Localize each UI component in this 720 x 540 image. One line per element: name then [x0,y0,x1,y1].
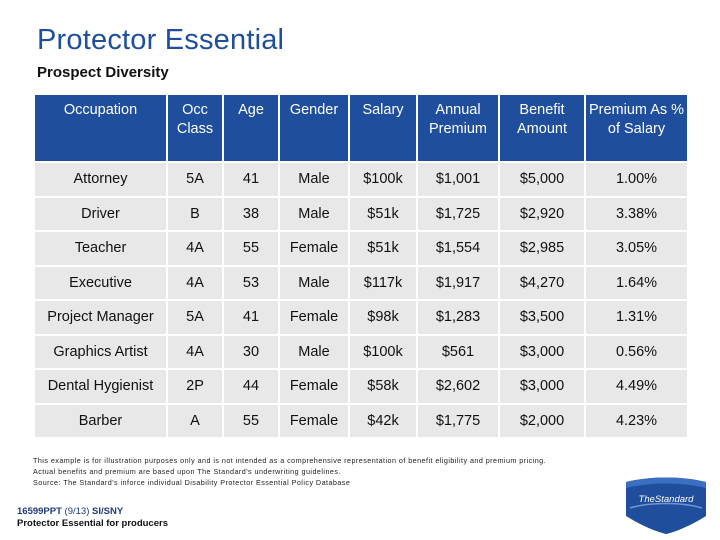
cell-benefit-amount: $5,000 [500,163,584,196]
cell-premium-pct: 1.64% [586,266,687,299]
cell-age: 30 [224,335,278,368]
cell-occupation: Attorney [35,163,166,196]
cell-benefit-amount: $2,985 [500,232,584,265]
disclaimer-source: Source: The Standard's inforce individua… [33,478,351,487]
cell-gender: Female [280,370,348,403]
footer-dept: SI/SNY [92,506,124,517]
page-title: Protector Essential [37,24,285,56]
header-occupation: Occupation [35,95,166,161]
footer-code: 16599PPT [17,506,62,517]
cell-gender: Female [280,301,348,334]
cell-salary: $117k [350,266,416,299]
cell-age: 55 [224,232,278,265]
cell-occ-class: A [168,404,222,437]
table-row: Attorney 5A 41 Male $100k $1,001 $5,000 … [35,163,687,196]
header-salary: Salary [350,95,416,161]
cell-annual-premium: $1,001 [418,163,498,196]
cell-benefit-amount: $4,270 [500,266,584,299]
disclaimer-line: Actual benefits and premium are based up… [33,467,341,476]
cell-age: 41 [224,163,278,196]
table-row: Executive 4A 53 Male $117k $1,917 $4,270… [35,266,687,299]
cell-occ-class: 5A [168,301,222,334]
cell-age: 55 [224,404,278,437]
cell-occ-class: 4A [168,232,222,265]
cell-age: 44 [224,370,278,403]
cell-gender: Female [280,404,348,437]
cell-occupation: Teacher [35,232,166,265]
cell-premium-pct: 0.56% [586,335,687,368]
cell-gender: Female [280,232,348,265]
footer: 16599PPT (9/13) SI/SNY Protector Essenti… [17,506,168,530]
cell-benefit-amount: $2,920 [500,197,584,230]
cell-occupation: Dental Hygienist [35,370,166,403]
cell-salary: $58k [350,370,416,403]
disclaimer-line: This example is for illustration purpose… [33,456,547,465]
cell-occupation: Project Manager [35,301,166,334]
cell-occupation: Graphics Artist [35,335,166,368]
table-row: Graphics Artist 4A 30 Male $100k $561 $3… [35,335,687,368]
header-premium-pct-salary: Premium As % of Salary [586,95,687,161]
cell-occ-class: B [168,197,222,230]
table-header-row: Occupation Occ Class Age Gender Salary A… [35,95,687,161]
cell-annual-premium: $1,554 [418,232,498,265]
cell-salary: $100k [350,335,416,368]
footer-product-line: Protector Essential for producers [17,518,168,529]
cell-occupation: Executive [35,266,166,299]
disclaimer: This example is for illustration purpose… [33,455,623,488]
cell-occupation: Driver [35,197,166,230]
cell-premium-pct: 1.00% [586,163,687,196]
footer-doc-id: 16599PPT (9/13) SI/SNY [17,506,168,518]
header-benefit-amount: Benefit Amount [500,95,584,161]
cell-occupation: Barber [35,404,166,437]
cell-premium-pct: 4.23% [586,404,687,437]
table-row: Dental Hygienist 2P 44 Female $58k $2,60… [35,370,687,403]
cell-premium-pct: 3.05% [586,232,687,265]
prospect-table: Occupation Occ Class Age Gender Salary A… [33,93,689,439]
cell-salary: $100k [350,163,416,196]
cell-occ-class: 5A [168,163,222,196]
cell-annual-premium: $1,917 [418,266,498,299]
header-occ-class: Occ Class [168,95,222,161]
cell-salary: $51k [350,232,416,265]
cell-occ-class: 4A [168,335,222,368]
footer-date: (9/13) [64,506,90,517]
the-standard-logo: TheStandard [626,477,706,534]
cell-benefit-amount: $3,500 [500,301,584,334]
cell-occ-class: 2P [168,370,222,403]
cell-premium-pct: 4.49% [586,370,687,403]
cell-salary: $42k [350,404,416,437]
table-row: Teacher 4A 55 Female $51k $1,554 $2,985 … [35,232,687,265]
cell-premium-pct: 1.31% [586,301,687,334]
cell-annual-premium: $561 [418,335,498,368]
cell-gender: Male [280,266,348,299]
table-row: Barber A 55 Female $42k $1,775 $2,000 4.… [35,404,687,437]
cell-salary: $51k [350,197,416,230]
cell-gender: Male [280,197,348,230]
cell-age: 41 [224,301,278,334]
logo-text: TheStandard [639,494,695,505]
cell-benefit-amount: $2,000 [500,404,584,437]
header-age: Age [224,95,278,161]
cell-occ-class: 4A [168,266,222,299]
cell-benefit-amount: $3,000 [500,370,584,403]
header-annual-premium: Annual Premium [418,95,498,161]
cell-benefit-amount: $3,000 [500,335,584,368]
cell-annual-premium: $1,775 [418,404,498,437]
cell-salary: $98k [350,301,416,334]
header-gender: Gender [280,95,348,161]
table-row: Project Manager 5A 41 Female $98k $1,283… [35,301,687,334]
cell-premium-pct: 3.38% [586,197,687,230]
cell-annual-premium: $1,283 [418,301,498,334]
cell-annual-premium: $1,725 [418,197,498,230]
cell-gender: Male [280,163,348,196]
page-subtitle: Prospect Diversity [37,64,169,81]
cell-gender: Male [280,335,348,368]
cell-age: 53 [224,266,278,299]
table-row: Driver B 38 Male $51k $1,725 $2,920 3.38… [35,197,687,230]
cell-annual-premium: $2,602 [418,370,498,403]
cell-age: 38 [224,197,278,230]
